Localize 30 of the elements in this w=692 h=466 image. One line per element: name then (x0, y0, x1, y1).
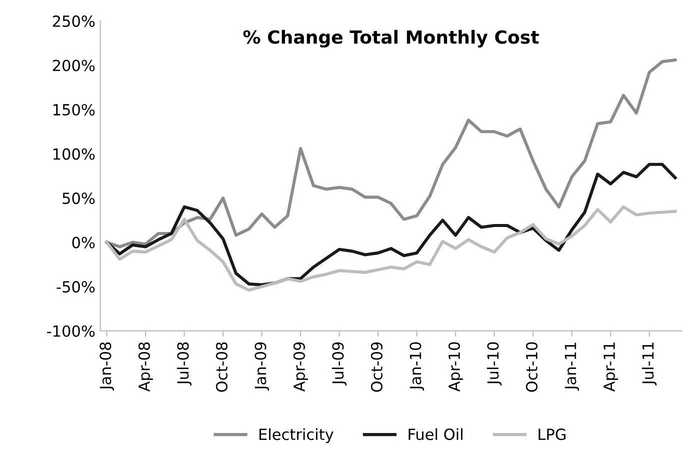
y-tick-label: -50% (56, 281, 95, 293)
x-tick-label: Apr-09 (293, 342, 308, 392)
y-tick-label: 200% (52, 60, 95, 72)
x-tick-label: Jul-08 (176, 342, 192, 386)
x-tick-label: Apr-11 (604, 342, 618, 392)
x-tick-label: Apr-10 (448, 342, 463, 392)
legend-label: Electricity (259, 428, 334, 444)
y-tick-label: 50% (62, 192, 95, 204)
x-tick-label: Apr-08 (138, 342, 153, 392)
legend-label: LPG (538, 428, 566, 440)
x-tick-label: Oct-09 (370, 342, 382, 392)
y-tick-label: 0% (72, 236, 95, 248)
x-tick-label: Jan-09 (254, 342, 270, 391)
x-tick-label: Jan-10 (410, 342, 424, 391)
x-tick-label: Jul-09 (332, 342, 347, 386)
line-series (105, 58, 677, 248)
y-tick-label: -100% (47, 325, 95, 337)
x-tick-label: Oct-10 (526, 342, 538, 392)
legend-label: Fuel Oil (408, 428, 462, 440)
x-tick-label: Jul-10 (486, 342, 502, 386)
chart-title: % Change Total Monthly Cost (243, 30, 539, 48)
x-tick-label: Oct-08 (216, 342, 228, 392)
x-tick-label: Jan-11 (564, 342, 580, 391)
x-tick-label: Jul-11 (642, 342, 657, 386)
y-tick-label: 100% (53, 148, 95, 160)
y-tick-label: 150% (53, 104, 95, 116)
y-tick-label: 250% (52, 15, 95, 27)
line-series (105, 205, 677, 292)
line-series (105, 162, 677, 286)
x-tick-label: Jan-08 (100, 342, 114, 391)
